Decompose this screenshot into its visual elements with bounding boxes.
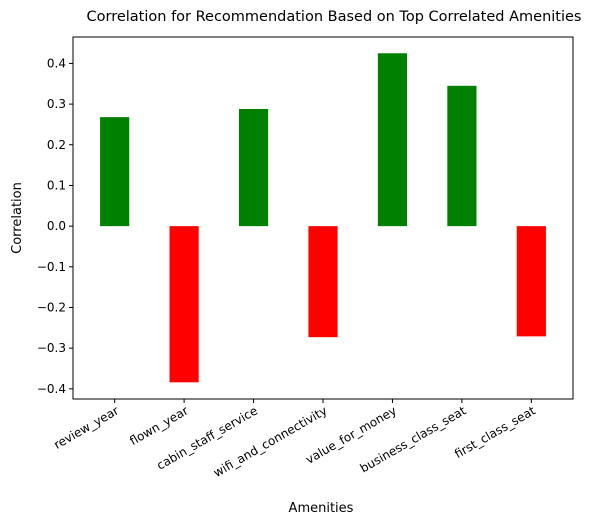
y-tick-label: 0.4 <box>47 56 66 70</box>
y-tick-label: 0.3 <box>47 97 66 111</box>
x-tick-label-review-year: review_year <box>51 403 121 451</box>
x-axis-ticks: review_year flown_yearcabin_staff_service… <box>51 399 538 480</box>
bar-wifi-and-connectivity <box>308 226 338 338</box>
x-tick-label-flown-year: flown_year <box>127 403 190 448</box>
y-tick-label: −0.2 <box>37 300 66 314</box>
bar-cabin-staff-service <box>238 108 269 227</box>
bar-business-class-seat <box>447 85 477 227</box>
y-axis-ticks: −0.4 −0.3 −0.2 −0.1 0.0 0.1 0.2 0.3 0.4 <box>37 56 73 396</box>
y-tick-label: 0.0 <box>47 219 66 233</box>
y-tick-label: −0.4 <box>37 382 66 396</box>
bar-review-year <box>100 117 130 227</box>
plot-frame <box>72 36 574 400</box>
bar-first-class-seat <box>516 226 546 337</box>
bar-flown-year <box>169 226 199 383</box>
y-tick-label: −0.3 <box>37 341 66 355</box>
x-axis-label: Amenities <box>289 501 354 516</box>
y-tick-label: −0.1 <box>37 260 66 274</box>
chart-title: Correlation for Recommendation Based on … <box>87 9 582 25</box>
y-tick-label: 0.1 <box>47 178 66 192</box>
y-tick-label: 0.2 <box>47 138 66 152</box>
bar-value-for-money <box>377 53 408 227</box>
x-tick-label-wifi-and-connectivity: wifi_and_connectivity <box>211 403 329 479</box>
y-axis-label: Correlation <box>10 182 25 254</box>
bars-layer <box>100 53 546 383</box>
